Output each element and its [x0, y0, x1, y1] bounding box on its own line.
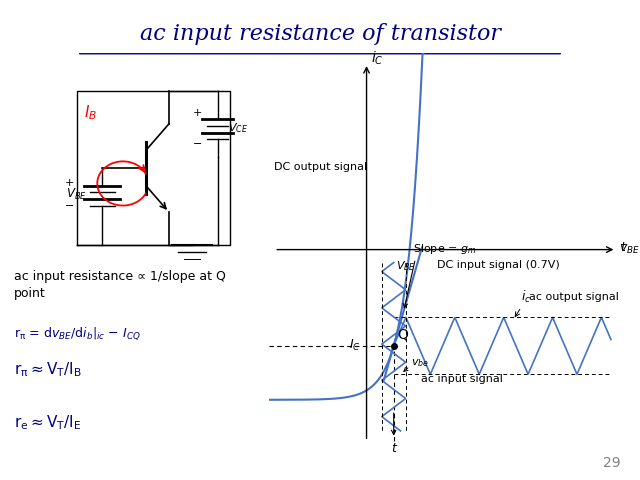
Text: ac input resistance ∝ 1/slope at Q
point: ac input resistance ∝ 1/slope at Q point: [14, 270, 226, 300]
Text: Slope = $g_m$: Slope = $g_m$: [413, 242, 476, 256]
Text: t: t: [621, 240, 625, 253]
Text: −: −: [65, 201, 74, 211]
Text: 29: 29: [603, 456, 621, 470]
Text: $I_B$: $I_B$: [84, 104, 98, 122]
Text: ac input resistance of transistor: ac input resistance of transistor: [140, 23, 500, 45]
Text: $i_C$: $i_C$: [371, 49, 383, 67]
Text: $V_{BE}$: $V_{BE}$: [396, 259, 416, 273]
Text: $i_c$: $i_c$: [522, 289, 531, 305]
Text: $\mathrm{r_\pi}$ = d$v_{BE}$/d$i_b|_{ic}$ $-$ $I_{CQ}$: $\mathrm{r_\pi}$ = d$v_{BE}$/d$i_b|_{ic}…: [14, 325, 141, 342]
Text: DC output signal: DC output signal: [274, 162, 367, 172]
Text: ac input signal: ac input signal: [421, 374, 503, 384]
Text: Q: Q: [397, 328, 408, 342]
Text: ac output signal: ac output signal: [529, 292, 620, 301]
Text: t: t: [391, 442, 396, 455]
Text: $\mathrm{r_\pi \approx V_T/I_B}$: $\mathrm{r_\pi \approx V_T/I_B}$: [14, 360, 82, 379]
Text: $\mathrm{r_e \approx V_T/I_E}$: $\mathrm{r_e \approx V_T/I_E}$: [14, 414, 81, 432]
Text: $I_C$: $I_C$: [349, 338, 361, 353]
Text: $v_{be}$: $v_{be}$: [411, 358, 429, 370]
Text: $V_{CE}$: $V_{CE}$: [228, 121, 248, 135]
Text: $v_{BE}$: $v_{BE}$: [619, 243, 640, 256]
Text: $V_{BE}$: $V_{BE}$: [67, 187, 87, 202]
Text: +: +: [65, 179, 74, 189]
Text: +: +: [193, 108, 202, 118]
Text: DC input signal (0.7V): DC input signal (0.7V): [437, 260, 560, 270]
Text: −: −: [193, 139, 202, 149]
